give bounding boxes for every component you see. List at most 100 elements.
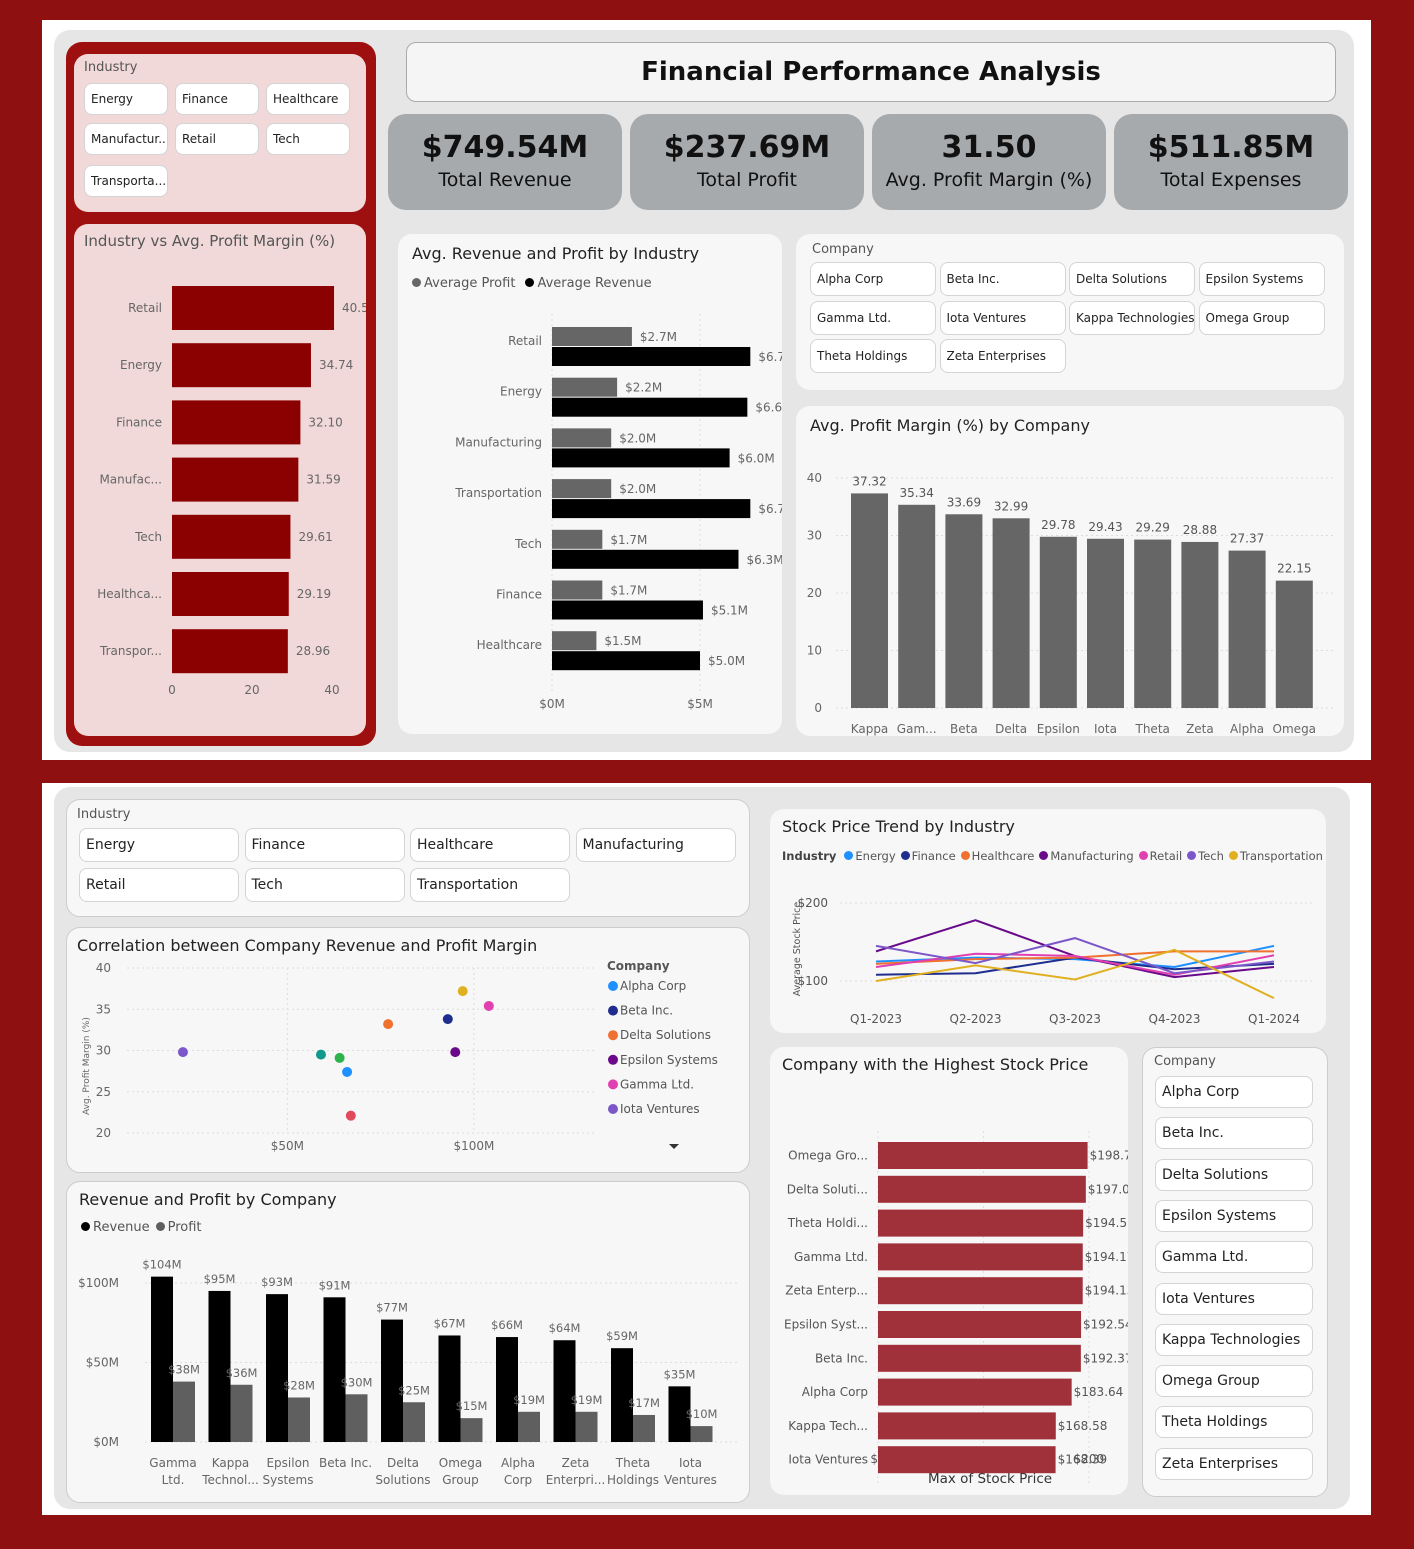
kpi-label: Total Profit: [697, 169, 797, 191]
data-label: $1.7M: [610, 584, 647, 598]
data-label: $6.0M: [738, 451, 775, 465]
category-label: Epsilon Syst...: [784, 1318, 868, 1332]
kpi-value: 31.50: [941, 130, 1037, 165]
category-label: Beta Inc.: [319, 1456, 372, 1470]
data-label: 28.96: [296, 644, 330, 658]
industry-button-energy[interactable]: Energy: [84, 83, 168, 115]
bar: [878, 1446, 1056, 1474]
y-tick-label: $50M: [86, 1356, 119, 1370]
company-button-iota-ventures[interactable]: Iota Ventures: [939, 300, 1066, 335]
rev-profit-company-chart: $100M $50M $0M $104M $38M Gamma Ltd. $95M $36M Ka…: [78, 1258, 739, 1487]
x-tick-label: Q2-2023: [950, 1012, 1002, 1026]
company-button-omega-group[interactable]: Omega Group: [1198, 300, 1325, 335]
company-button-beta-inc[interactable]: Beta Inc.: [939, 262, 1066, 296]
company-button-iota-ventures[interactable]: Iota Ventures: [1155, 1282, 1313, 1315]
bar: [1087, 538, 1124, 708]
scatter-point: [450, 1047, 461, 1058]
data-label: $6.3M: [746, 553, 782, 567]
company-button-gamma-ltd[interactable]: Gamma Ltd.: [810, 300, 936, 335]
company-button-delta-solutions[interactable]: Delta Solutions: [1155, 1158, 1313, 1191]
bar: [1039, 536, 1077, 708]
industry-button-retail[interactable]: Retail: [175, 123, 259, 155]
industry-button-finance[interactable]: Finance: [175, 83, 259, 115]
x-tick-label: 0: [168, 683, 176, 697]
revenue-bar: [208, 1290, 231, 1442]
data-label: 37.32: [852, 474, 886, 488]
legend-dot-icon: [81, 1222, 90, 1231]
legend-item: Revenue: [81, 1220, 150, 1235]
bar: [172, 400, 301, 445]
data-label: $17M: [628, 1396, 660, 1410]
legend-dot-icon: [1039, 851, 1049, 860]
category-label: Manufacturing: [455, 435, 542, 449]
category-label: Solutions: [375, 1473, 430, 1487]
company-button-epsilon-systems[interactable]: Epsilon Systems: [1155, 1199, 1313, 1232]
industry-button-transportation[interactable]: Transportation: [410, 868, 570, 902]
legend-label: Manufacturing: [1050, 849, 1134, 863]
data-label: $19M: [513, 1393, 545, 1407]
company-button-epsilon-systems[interactable]: Epsilon Systems: [1198, 262, 1325, 296]
category-label: Delta Soluti...: [787, 1182, 868, 1196]
data-label: 29.43: [1088, 520, 1122, 534]
average-profit-bar: [552, 327, 632, 346]
industry-button-retail[interactable]: Retail: [79, 868, 239, 902]
legend-label: Finance: [911, 849, 956, 863]
average-profit-bar: [552, 580, 603, 600]
company-button-beta-inc[interactable]: Beta Inc.: [1155, 1117, 1313, 1150]
data-label: $168.58: [1058, 1419, 1108, 1433]
industry-button-manufacturing[interactable]: Manufacturing: [575, 828, 736, 862]
company-button-kappa-technologies[interactable]: Kappa Technologies: [1155, 1323, 1313, 1356]
data-label: $1.7M: [610, 533, 647, 547]
scroll-down-icon[interactable]: [669, 1144, 679, 1149]
industry-button-healthcare[interactable]: Healthcare: [266, 83, 350, 115]
bar: [1134, 539, 1172, 708]
company-button-zeta-enterprises[interactable]: Zeta Enterprises: [939, 339, 1066, 373]
y-tick-label: 35: [96, 1002, 111, 1016]
data-label: $194.17: [1085, 1250, 1128, 1264]
legend-dot-icon: [960, 851, 970, 860]
data-label: $36M: [226, 1366, 258, 1380]
category-label: Technol...: [201, 1473, 259, 1487]
category-label: Iota: [679, 1456, 702, 1470]
industry-button-tech[interactable]: Tech: [266, 123, 350, 155]
bar: [945, 514, 983, 708]
industry-button-energy[interactable]: Energy: [79, 828, 239, 862]
profit-bar: [633, 1414, 655, 1442]
data-label: $2.7M: [640, 330, 677, 344]
category-label: Omega Gro...: [788, 1149, 868, 1163]
company-button-alpha-corp[interactable]: Alpha Corp: [810, 262, 936, 296]
company-button-theta-holdings[interactable]: Theta Holdings: [1155, 1406, 1313, 1439]
category-label: Corp: [504, 1473, 532, 1487]
category-label: Transpor...: [99, 644, 162, 658]
data-label: $77M: [376, 1301, 408, 1315]
company-button-zeta-enterprises[interactable]: Zeta Enterprises: [1155, 1447, 1313, 1480]
bar: [878, 1175, 1086, 1203]
company-button-omega-group[interactable]: Omega Group: [1155, 1365, 1313, 1398]
company-button-theta-holdings[interactable]: Theta Holdings: [810, 339, 936, 373]
category-label: Manufac...: [99, 473, 162, 487]
data-label: $6.6M: [755, 401, 782, 415]
industry-button-finance[interactable]: Finance: [244, 828, 405, 862]
data-label: $6.7M: [758, 502, 782, 516]
company-button-kappa-technologies[interactable]: Kappa Technologies: [1069, 300, 1195, 335]
average-revenue-bar: [552, 499, 751, 519]
industry-button-transportation[interactable]: Transporta...: [84, 165, 168, 197]
bar: [898, 504, 936, 708]
avg-rev-profit-chart: $0M $5M Retail $2.7M $6.7M Energy $2.2M $6.6M Ma…: [454, 314, 782, 711]
category-label: Gam...: [897, 722, 937, 736]
industry-button-healthcare[interactable]: Healthcare: [410, 828, 570, 862]
company-button-gamma-ltd[interactable]: Gamma Ltd.: [1155, 1241, 1313, 1274]
tech-line: [875, 937, 1275, 975]
legend-label: Alpha Corp: [620, 979, 686, 993]
bar: [172, 629, 288, 674]
y-tick-label: 30: [807, 529, 822, 543]
industry-button-manufacturing[interactable]: Manufactur...: [84, 123, 168, 155]
scatter-point: [483, 1000, 494, 1011]
company-button-alpha-corp[interactable]: Alpha Corp: [1155, 1076, 1313, 1108]
category-label: Zeta: [1186, 722, 1214, 736]
company-button-delta-solutions[interactable]: Delta Solutions: [1069, 262, 1195, 296]
y-tick-label: 20: [96, 1126, 111, 1140]
industry-button-tech[interactable]: Tech: [244, 868, 405, 902]
data-label: 40.51: [342, 301, 366, 315]
bar: [172, 343, 311, 388]
